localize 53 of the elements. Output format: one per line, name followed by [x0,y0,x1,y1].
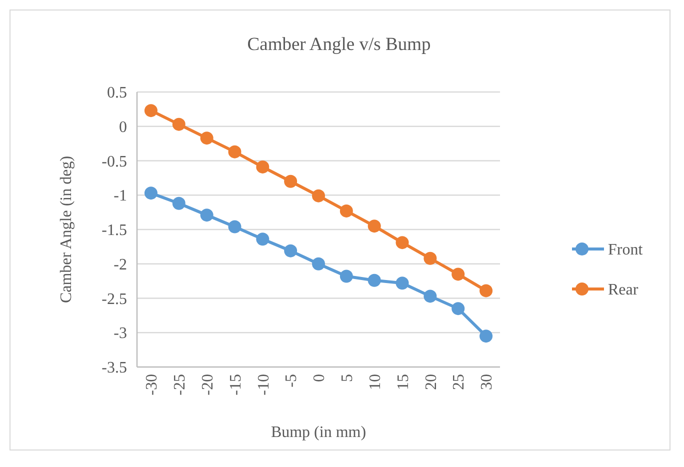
point [452,268,465,281]
point [368,220,381,233]
point [480,284,493,298]
legend-label: Rear [608,282,639,299]
x-tick-label: 5 [339,374,356,382]
x-axis-title: Bump (in mm) [270,424,366,441]
x-tick-label: -25 [171,374,188,396]
x-tick-label: 30 [478,374,496,390]
point [396,236,409,250]
y-tick-label: -1.5 [102,222,127,240]
point [424,290,437,303]
x-tick-label: 15 [394,374,412,390]
y-tick-label: -2.5 [102,290,127,308]
point [340,270,353,283]
x-tick-label: 10 [366,374,384,390]
x-tick-label: -10 [255,374,272,396]
y-tick-label: -2 [114,256,127,274]
point [172,118,186,131]
point [312,257,325,270]
point [200,132,214,145]
point [228,220,242,234]
y-axis-title: Camber Angle (in deg) [58,156,75,304]
legend-label: Front [608,242,644,259]
x-tick-label: -20 [199,374,216,396]
y-tick-label: 0.5 [107,84,127,102]
x-tick-label: 25 [450,374,468,390]
point [284,174,298,188]
point [480,330,493,343]
point [424,252,437,265]
point [312,189,325,202]
chart-title: Camber Angle v/s Bump [247,35,431,55]
point [228,145,242,158]
point [144,186,158,200]
x-tick-label: -5 [283,374,300,388]
point [284,244,298,258]
x-tick-label: -15 [227,374,244,396]
point [452,302,465,316]
point [256,160,270,174]
point [144,104,158,118]
point [256,232,270,246]
x-tick-label: 0 [311,374,328,382]
point [172,196,186,210]
point [200,208,214,222]
y-tick-label: -0.5 [102,153,127,170]
y-tick-label: 0 [119,118,127,136]
y-tick-label: -3 [114,325,127,342]
y-tick-label: -1 [114,188,127,205]
x-tick-label: -30 [144,374,161,396]
point [368,274,381,287]
x-tick-label: 20 [422,374,440,390]
point [396,276,409,290]
point [340,204,353,218]
y-tick-label: -3.5 [102,360,127,377]
